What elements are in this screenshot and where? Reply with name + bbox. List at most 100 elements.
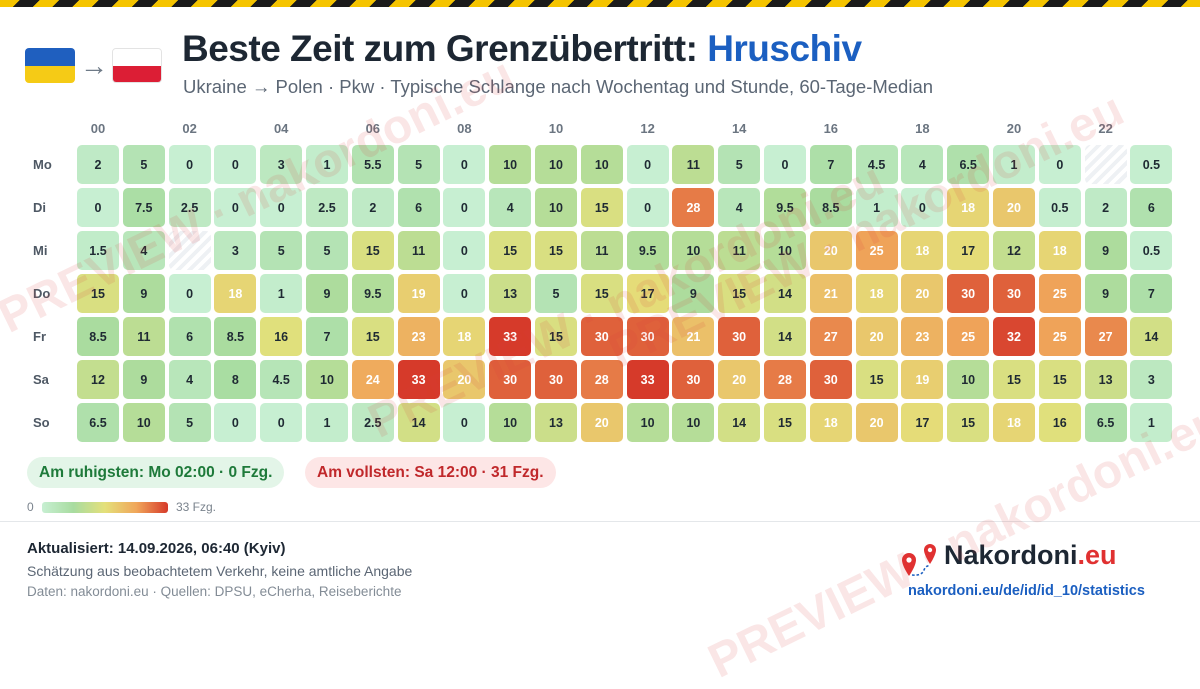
- heatmap-cell: 30: [993, 274, 1035, 313]
- heatmap-cell: 0: [443, 274, 486, 313]
- title-accent: Hruschiv: [707, 28, 862, 69]
- hour-tick-label: 22: [1098, 121, 1113, 136]
- heatmap-cell: 15: [580, 274, 623, 313]
- heatmap-cell: 10: [672, 403, 715, 442]
- heatmap-cell: 20: [718, 360, 761, 399]
- heatmap-cell: 30: [947, 274, 990, 313]
- heatmap-cell: 2: [1084, 188, 1127, 227]
- heatmap-cell: 1.5: [77, 231, 119, 270]
- heatmap-cell: 25: [855, 231, 898, 270]
- heatmap-cell: 18: [443, 317, 486, 356]
- heatmap-cell: 28: [764, 360, 806, 399]
- hour-tick-label: 00: [90, 121, 106, 136]
- heatmap-cell: 17: [947, 231, 990, 270]
- brand-name-tld: .eu: [1077, 540, 1117, 570]
- heatmap-cell: 19: [901, 360, 944, 399]
- brand-name-main: Nakordoni: [944, 540, 1078, 570]
- legend-max-label: 33 Fzg.: [176, 500, 217, 514]
- brand-name: Nakordoni.eu: [944, 540, 1117, 571]
- heatmap-cell: 15: [489, 231, 532, 270]
- hour-tick-label: 02: [182, 121, 197, 136]
- heatmap-cell: 10: [947, 360, 990, 399]
- brand-url-link[interactable]: nakordoni.eu/de/id/id_10/statistics: [908, 583, 1145, 599]
- heatmap-cell: 28: [672, 188, 715, 227]
- heatmap-cell: 0: [901, 188, 944, 227]
- day-label: Mo: [33, 157, 52, 172]
- heatmap-cell: 15: [855, 360, 898, 399]
- heatmap-cell: 3: [260, 145, 303, 184]
- heatmap-cell: 12: [77, 360, 119, 399]
- day-label: So: [33, 415, 50, 430]
- heatmap-cell: 15: [535, 231, 577, 270]
- heatmap-cell: 14: [764, 317, 806, 356]
- heatmap-cell: 0.5: [1130, 145, 1173, 184]
- heatmap-cell: 28: [580, 360, 623, 399]
- day-label: Mi: [33, 243, 48, 258]
- heatmap-cell: 10: [122, 403, 165, 442]
- hour-tick-label: 20: [1006, 121, 1022, 136]
- heatmap-cell: 1: [306, 403, 348, 442]
- heatmap-cell: [1084, 145, 1127, 184]
- heatmap-cell: 15: [764, 403, 806, 442]
- heatmap-cell: 15: [351, 231, 394, 270]
- heatmap-cell: 2.5: [351, 403, 394, 442]
- heatmap-cell: 13: [1084, 360, 1127, 399]
- page-title: Beste Zeit zum Grenzübertritt: Hruschiv: [182, 28, 862, 70]
- heatmap-cell: 2.5: [168, 188, 211, 227]
- day-label: Fr: [33, 329, 46, 344]
- heatmap-cell: 6.5: [947, 145, 990, 184]
- heatmap-cell: 10: [626, 403, 669, 442]
- heatmap-cell: 16: [260, 317, 303, 356]
- heatmap-cell: 0: [764, 145, 806, 184]
- heatmap-cell: 15: [947, 403, 990, 442]
- heatmap-cell: 18: [947, 188, 990, 227]
- heatmap-cell: 6.5: [1084, 403, 1127, 442]
- heatmap-cell: 30: [626, 317, 669, 356]
- heatmap-cell: 20: [580, 403, 623, 442]
- heatmap-cell: 15: [77, 274, 119, 313]
- heatmap-cell: 14: [718, 403, 761, 442]
- heatmap-cell: 9.5: [626, 231, 669, 270]
- heatmap-cell: 18: [214, 274, 257, 313]
- heatmap-cell: 0.5: [1038, 188, 1081, 227]
- heatmap-cell: 0: [260, 188, 303, 227]
- hour-tick-label: 16: [823, 121, 839, 136]
- heatmap-cell: 10: [306, 360, 348, 399]
- heatmap-cell: 5: [168, 403, 211, 442]
- heatmap-cell: 10: [535, 188, 577, 227]
- heatmap-cell: 9: [672, 274, 715, 313]
- heatmap-cell: 9: [306, 274, 348, 313]
- heatmap-cell: 0: [77, 188, 119, 227]
- heatmap-cell: 5.5: [351, 145, 394, 184]
- heatmap-cell: 9: [122, 360, 165, 399]
- heatmap-cell: 15: [351, 317, 394, 356]
- heatmap-cell: 13: [489, 274, 532, 313]
- heatmap-cell: 9.5: [351, 274, 394, 313]
- heatmap-cell: 15: [993, 360, 1035, 399]
- heatmap-cell: 25: [1038, 317, 1081, 356]
- heatmap-cell: 18: [1038, 231, 1081, 270]
- heatmap-cell: 3: [214, 231, 257, 270]
- heatmap-cell: 0: [443, 403, 486, 442]
- data-sources: Daten: nakordoni.eu · Quellen: DPSU, eCh…: [27, 584, 402, 599]
- heatmap-cell: 7: [1130, 274, 1173, 313]
- heatmap-cell: 11: [580, 231, 623, 270]
- heatmap-cell: 27: [1084, 317, 1127, 356]
- heatmap-cell: 5: [397, 145, 440, 184]
- heatmap-cell: 2: [351, 188, 394, 227]
- heatmap-cell: 12: [993, 231, 1035, 270]
- heatmap-cell: 0: [214, 145, 257, 184]
- day-label: Do: [33, 286, 51, 301]
- heatmap-cell: 11: [397, 231, 440, 270]
- heatmap-cell: 10: [489, 403, 532, 442]
- heatmap-cell: 20: [993, 188, 1035, 227]
- heatmap-cell: 11: [718, 231, 761, 270]
- heatmap-cell: 4.5: [260, 360, 303, 399]
- heatmap-cell: 8: [214, 360, 257, 399]
- heatmap-cell: 14: [764, 274, 806, 313]
- ukraine-flag-icon: [25, 48, 75, 83]
- heatmap-cell: 20: [901, 274, 944, 313]
- hour-tick-label: 06: [365, 121, 381, 136]
- heatmap-cell: 6: [168, 317, 211, 356]
- hour-tick-label: 14: [731, 121, 747, 136]
